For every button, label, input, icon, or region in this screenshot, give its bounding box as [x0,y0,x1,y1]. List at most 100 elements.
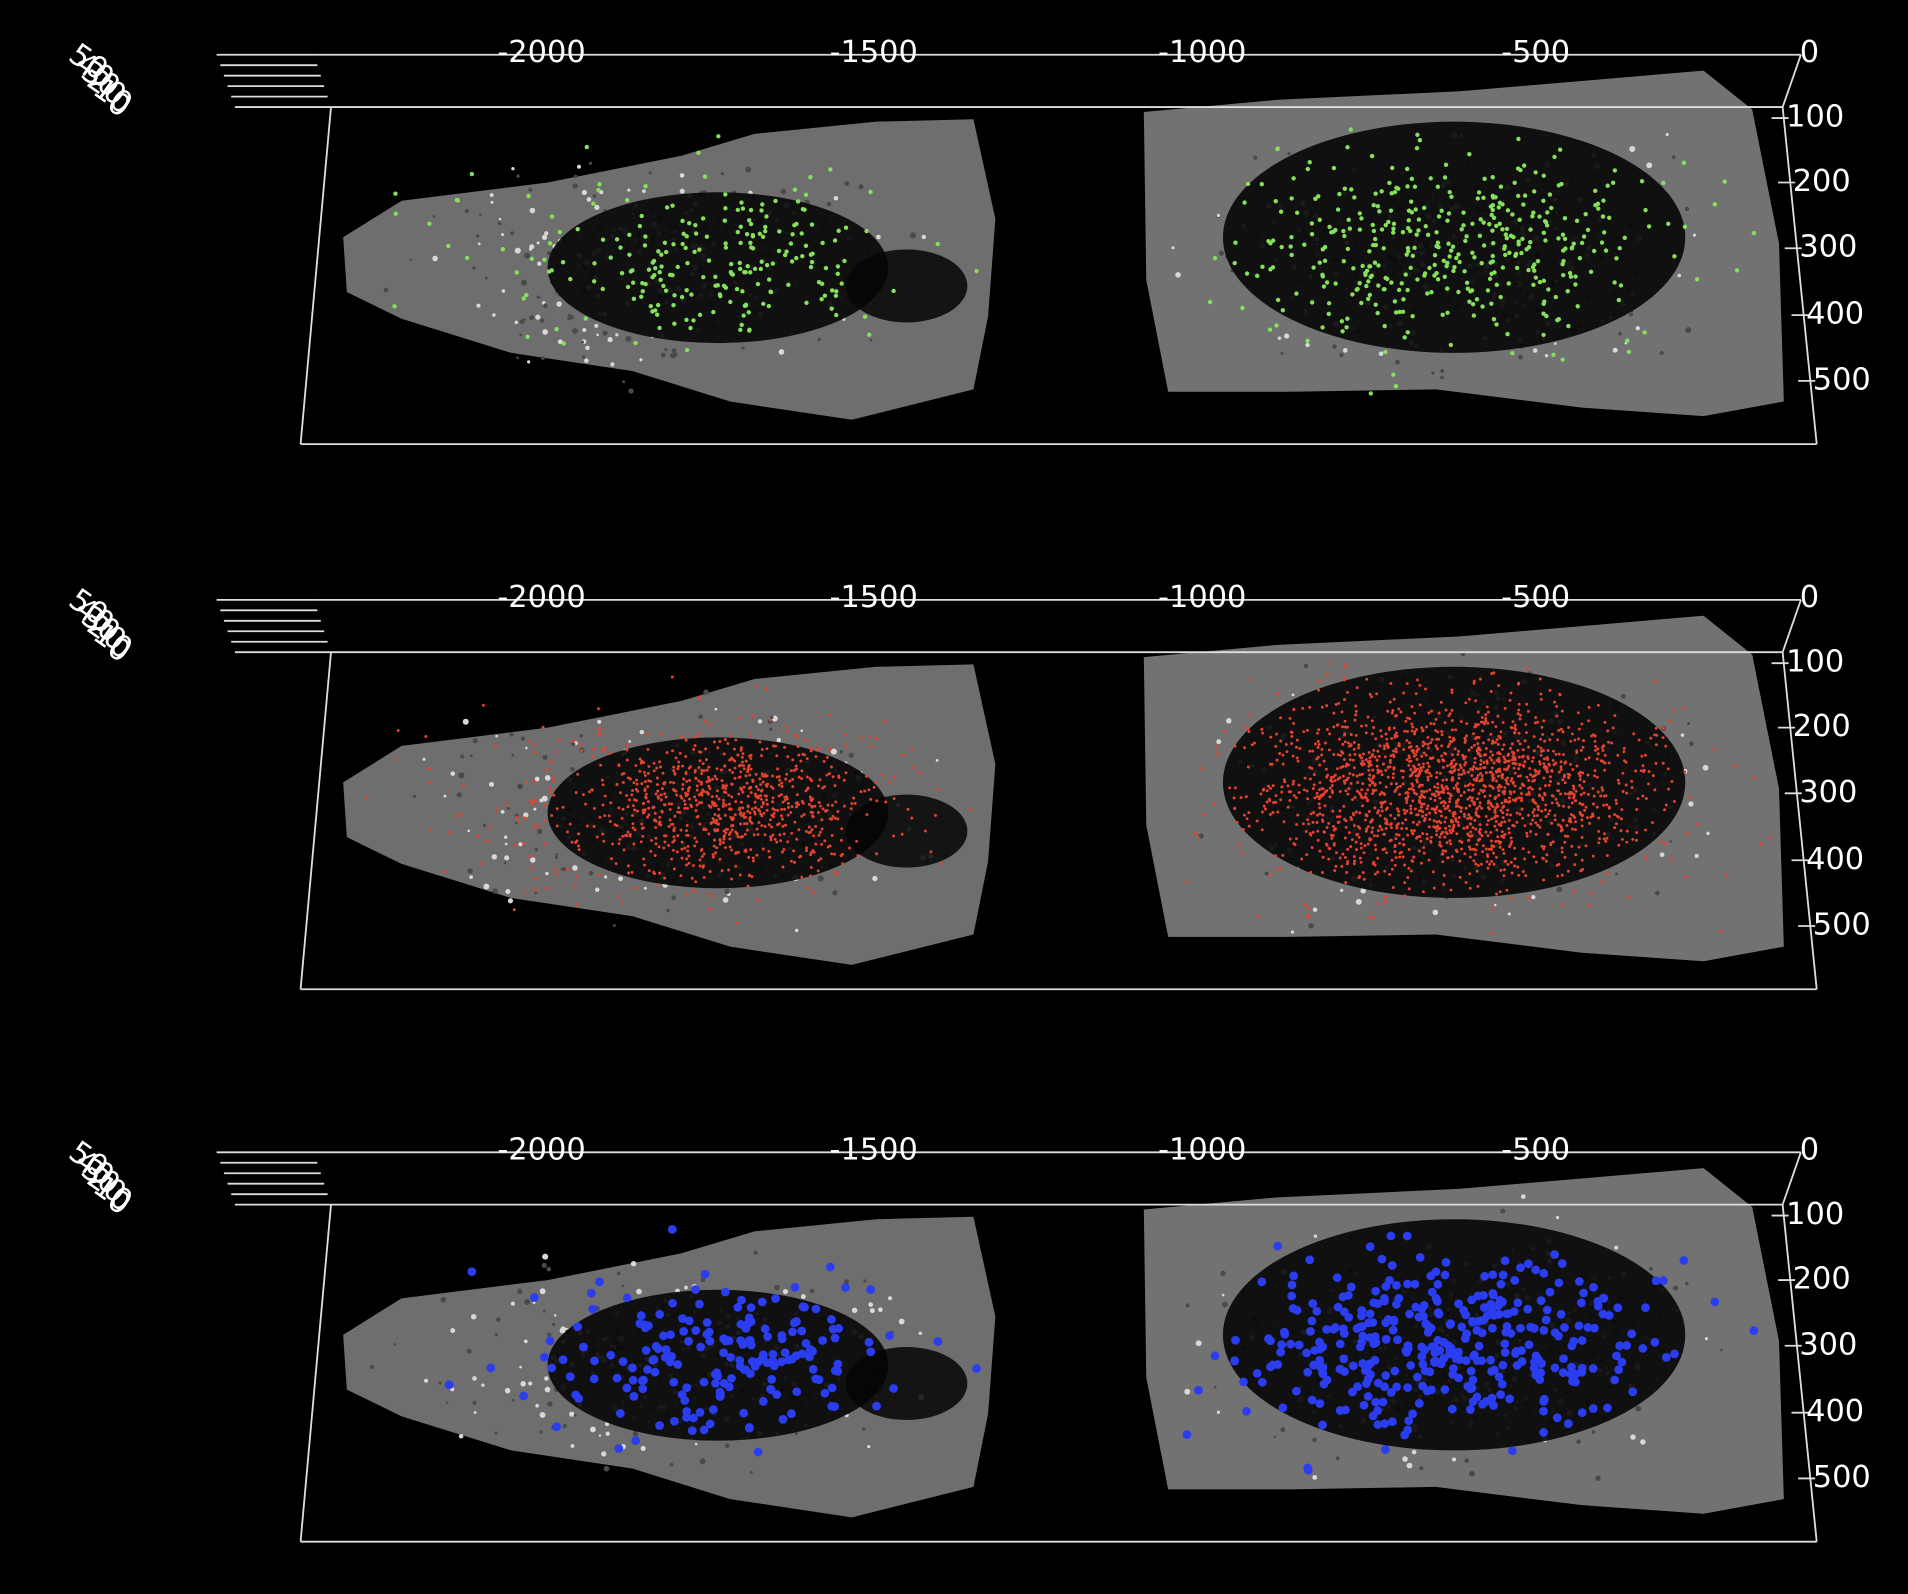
cell-point [1620,837,1624,841]
tissue-speckle [503,861,507,865]
cell-point [1301,822,1305,826]
cell-point [836,228,841,234]
tissue-speckle [524,252,531,259]
cell-point [632,781,636,785]
cell-point [805,886,809,890]
cell-point [1330,784,1334,788]
cell-point [673,814,677,818]
cell-point [1456,820,1460,824]
cell-point [852,796,856,800]
cell-point [1661,726,1665,730]
cell-point [1424,687,1427,691]
cell-point [1497,200,1503,205]
cell-point [1466,817,1470,821]
cell-point [1616,297,1622,303]
cell-point [1719,929,1723,933]
cell-point [1320,747,1324,751]
cell-point [1233,240,1238,245]
cell-point [1373,191,1378,196]
cell-point [1495,738,1499,742]
cell-point [811,814,815,818]
cell-point [1454,801,1458,805]
cell-point [673,826,676,830]
cell-point [1316,838,1320,842]
cell-point [790,232,795,237]
cell-point [687,789,691,793]
cell-point [758,740,762,744]
cell-point [740,206,746,211]
cell-point [1435,277,1441,282]
box-edge [299,106,332,445]
cell-point [1373,843,1377,847]
cell-point [1503,786,1507,790]
cell-point [1395,826,1399,830]
cell-point [727,802,731,806]
cell-point [1282,820,1286,824]
cell-point [777,783,781,787]
cell-point [1359,794,1363,798]
cell-point [749,733,753,737]
cell-point [1542,776,1546,780]
tissue-speckle [1360,887,1367,894]
cell-point [1308,765,1312,769]
cell-point [599,763,603,767]
cell-point [665,751,669,755]
cell-point [1610,180,1616,185]
cell-point [778,833,782,837]
cell-point [1436,730,1440,734]
cell-point [701,274,706,280]
cell-point [619,270,625,276]
cell-point [692,747,696,751]
cell-point [650,838,654,842]
cell-point [1489,801,1493,805]
cell-point [723,813,727,817]
cell-point [820,842,824,846]
cell-point [1498,184,1504,189]
tissue-speckle [1303,663,1309,669]
cell-point [672,321,677,326]
cell-point [673,772,677,776]
cell-point [1287,790,1291,794]
cell-point [1336,723,1340,727]
tissue-speckle [724,1443,730,1448]
cell-point [883,720,887,723]
cell-point [1342,804,1346,808]
cell-point [1531,810,1535,814]
tissue-speckle [498,217,502,221]
cell-point [683,245,688,251]
cell-point [760,772,764,776]
cell-point [1376,811,1380,815]
cell-point [730,877,734,881]
cell-point [1440,312,1445,317]
cell-point [692,889,696,893]
cell-point [740,755,744,759]
cell-point [1596,790,1600,794]
cell-point [1448,735,1452,739]
cell-point [765,687,768,691]
cell-point [807,802,811,806]
cell-point [621,807,625,811]
cell-point [585,824,589,828]
tissue-speckle [572,865,578,871]
cell-point [1672,708,1676,712]
cell-point [714,829,717,833]
cell-point [1510,896,1514,900]
cell-point [974,268,979,274]
cell-point [848,846,851,850]
cell-point [1503,757,1507,761]
cell-point [772,744,776,748]
cell-point [1392,749,1396,753]
cell-point [1594,748,1597,752]
cell-point [1501,721,1505,725]
cell-point [1450,753,1454,757]
cell-point [1471,783,1475,787]
cell-point [795,801,799,804]
cell-point [1590,891,1594,895]
cell-point [1249,677,1253,681]
cell-point [1390,736,1394,740]
cell-point [1562,753,1565,757]
cell-point [736,753,740,757]
cell-point [761,301,766,307]
cell-point [1439,821,1443,825]
cell-point [1420,726,1424,730]
